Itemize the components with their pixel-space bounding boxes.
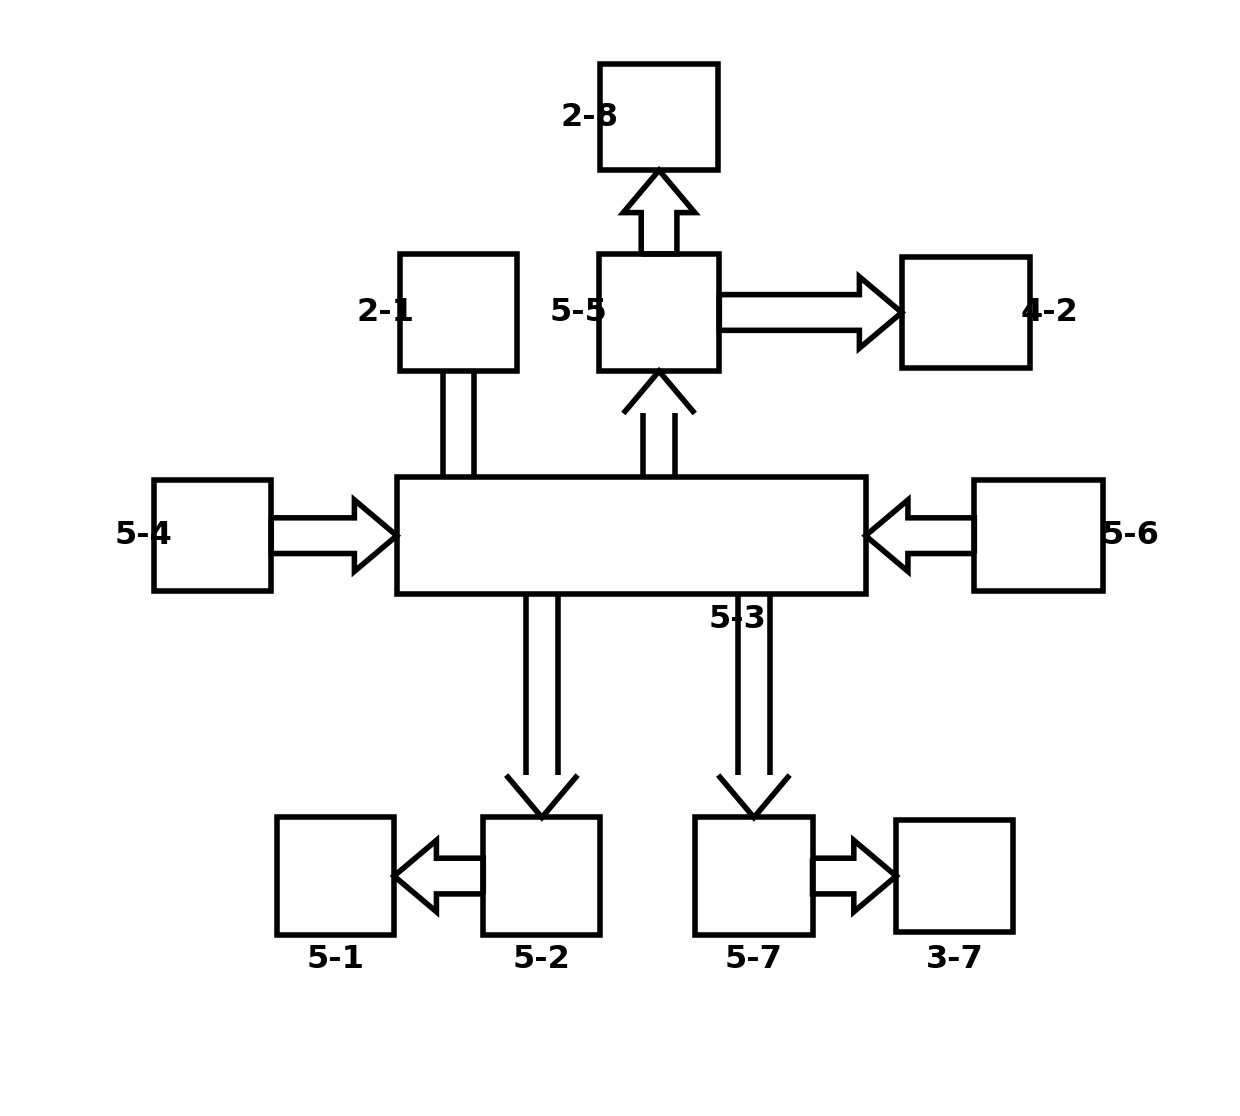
Text: 5-4: 5-4	[114, 520, 172, 551]
Bar	[154, 480, 272, 591]
Text: 2-1: 2-1	[357, 297, 414, 328]
Bar	[399, 254, 517, 371]
Text: 5-5: 5-5	[549, 297, 608, 328]
Text: 5-7: 5-7	[725, 944, 782, 975]
Bar	[901, 257, 1030, 368]
Bar	[696, 817, 812, 935]
Text: 3-7: 3-7	[926, 944, 983, 975]
Text: 5-1: 5-1	[306, 944, 365, 975]
Bar	[975, 480, 1102, 591]
Bar	[277, 817, 394, 935]
Text: 4-2: 4-2	[1021, 297, 1079, 328]
Bar	[600, 65, 718, 170]
Bar	[897, 820, 1013, 932]
Bar	[599, 254, 719, 371]
Bar	[397, 478, 866, 594]
Text: 5-3: 5-3	[708, 604, 766, 635]
Bar	[484, 817, 600, 935]
Text: 5-6: 5-6	[1101, 520, 1159, 551]
Text: 5-2: 5-2	[513, 944, 570, 975]
Text: 2-8: 2-8	[560, 102, 619, 133]
